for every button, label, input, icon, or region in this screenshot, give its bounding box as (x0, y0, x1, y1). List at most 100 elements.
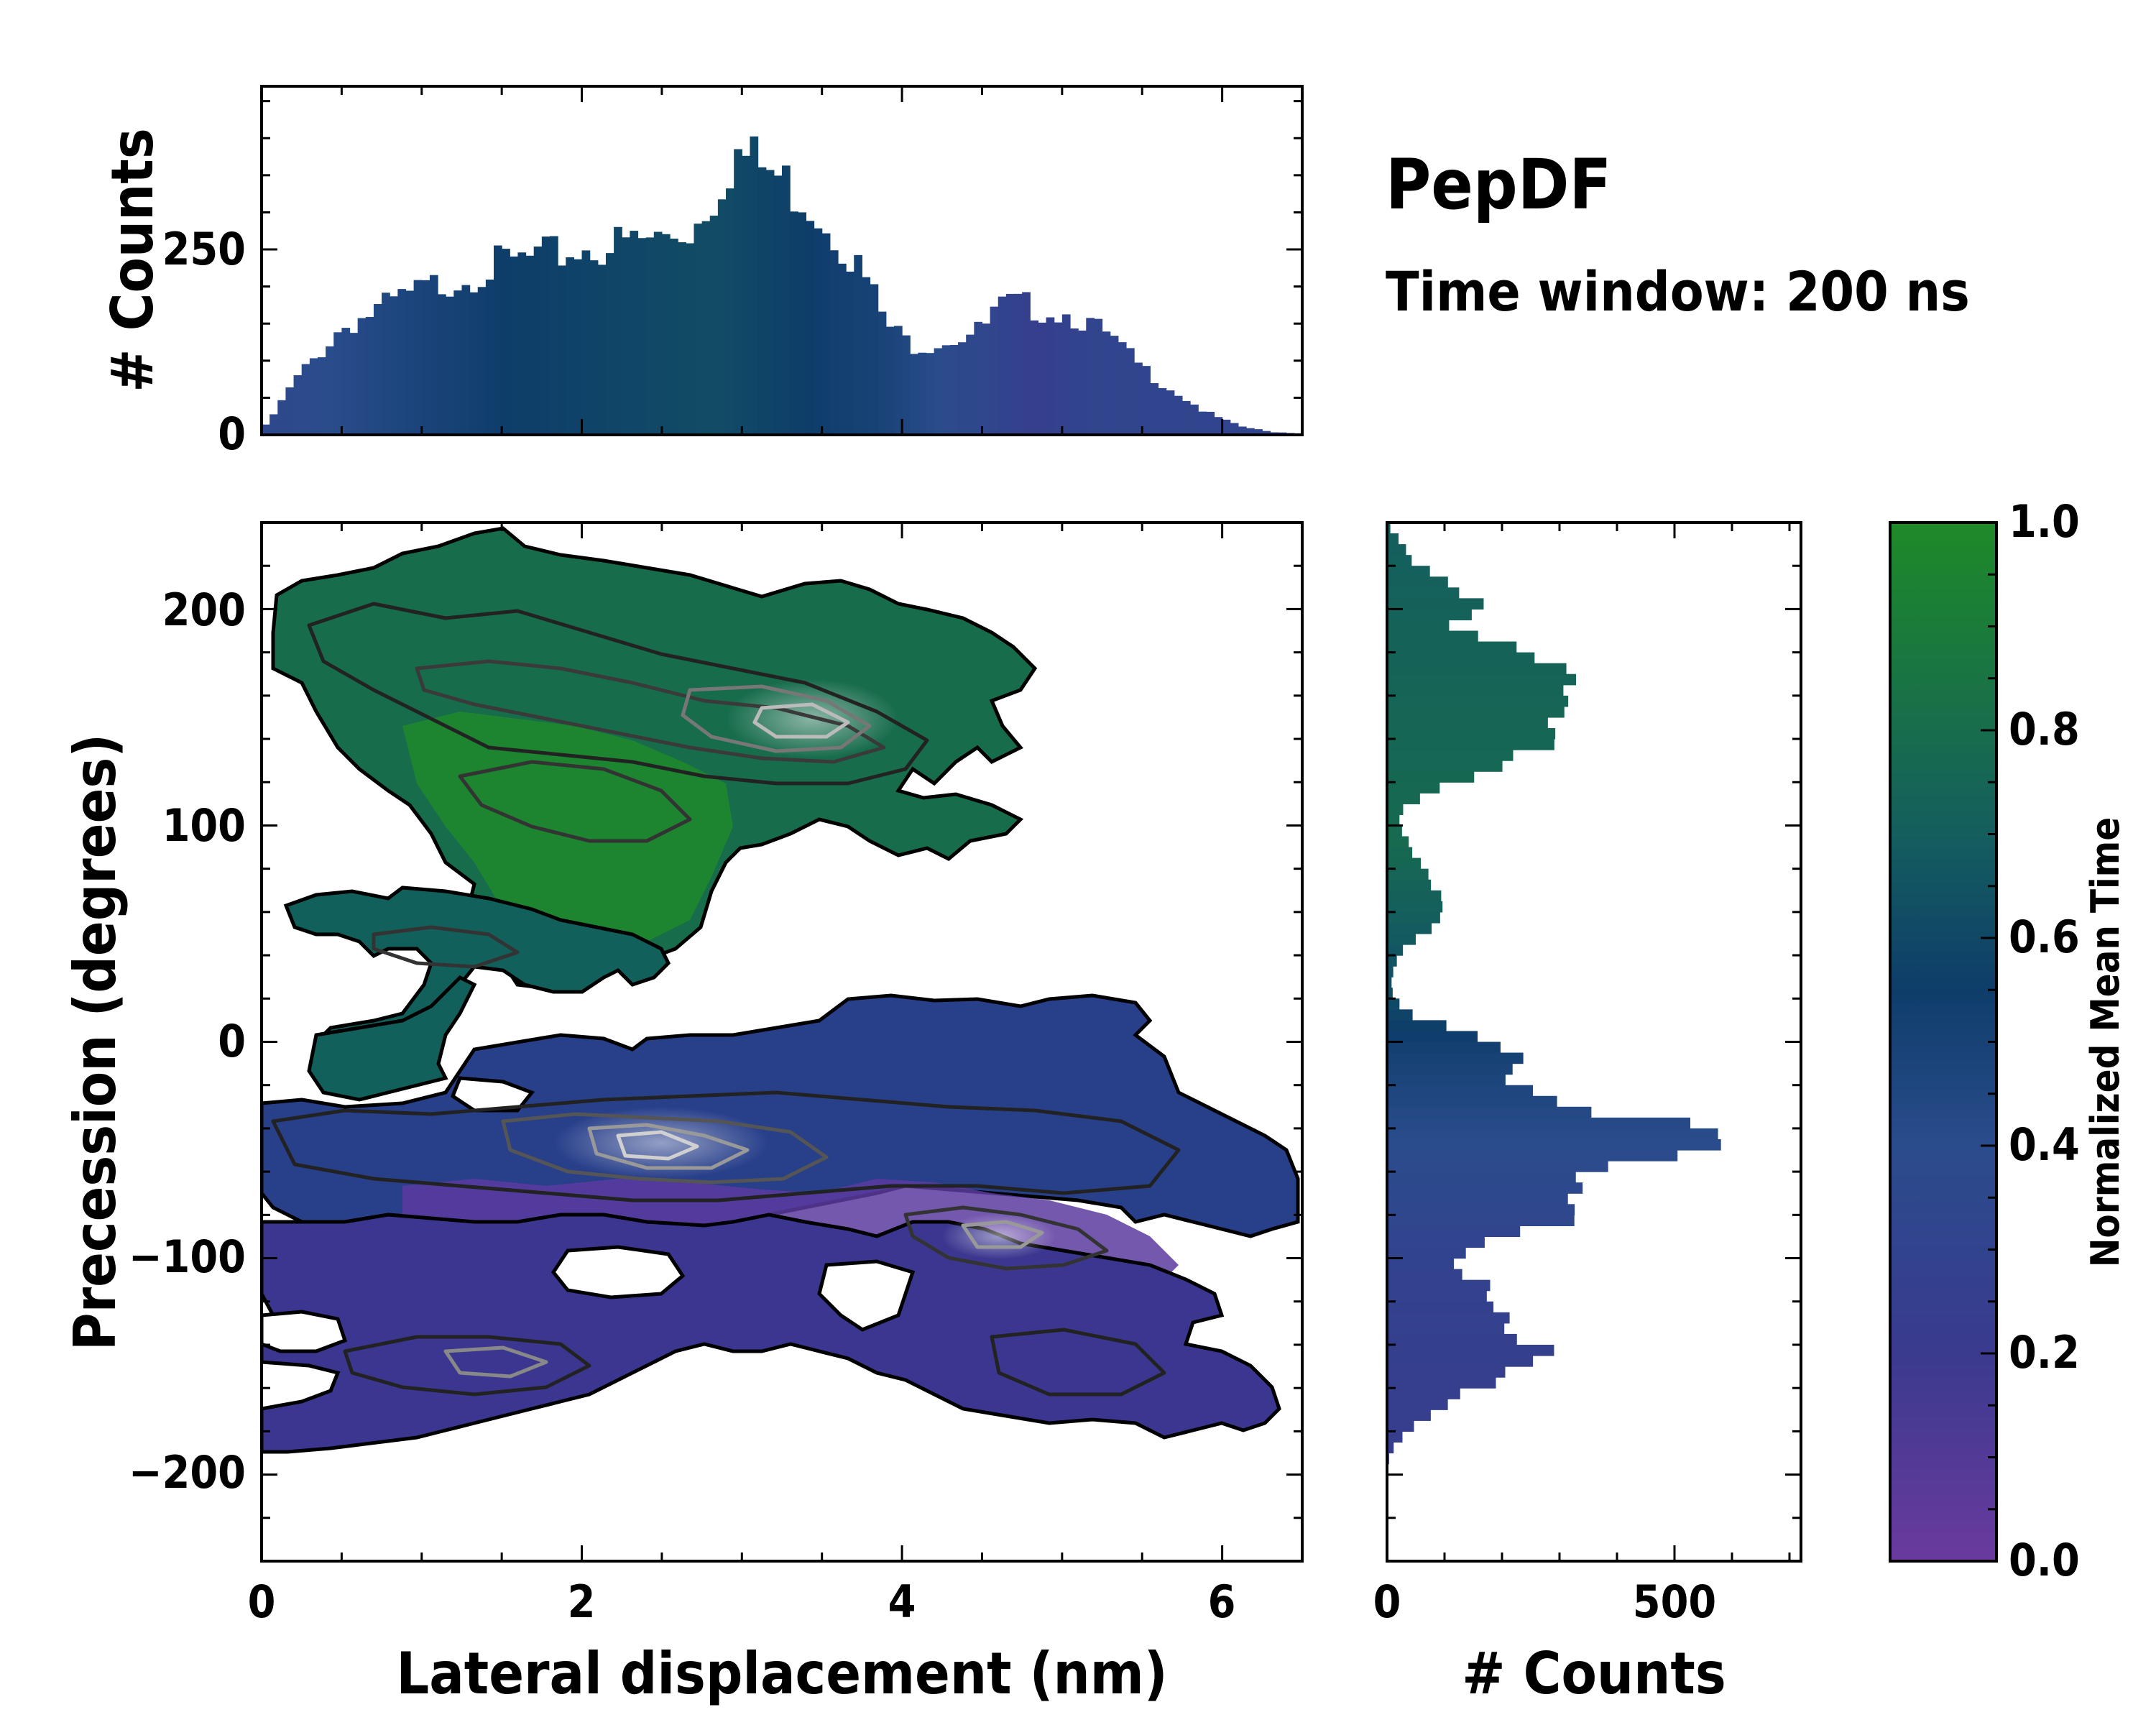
top-histogram-bar (533, 246, 543, 435)
top-histogram-bar (494, 245, 502, 435)
colorbar: 1.0 0.8 0.6 0.4 0.2 0.0 Normalized Mean … (1889, 495, 2128, 1586)
contour-bottom-inner (443, 1346, 548, 1379)
right-histogram-bar (1387, 1388, 1460, 1399)
top-histogram-bar (701, 221, 711, 435)
top-histogram-bar (773, 175, 783, 435)
top-histogram-bar (270, 414, 278, 435)
right-histogram-bar (1387, 1409, 1431, 1421)
top-histogram-bar (566, 257, 574, 435)
top-histogram-bar (1069, 328, 1079, 435)
top-histogram-bar (934, 348, 943, 435)
top-histogram-bar (885, 326, 895, 435)
top-histogram-bar (1134, 362, 1143, 435)
main-heatmap-ticks (260, 521, 1304, 1563)
top-histogram-bar (1214, 417, 1223, 435)
colorbar-label: Normalized Mean Time (2083, 817, 2128, 1268)
chart-subtitle: Time window: 200 ns (1386, 259, 1970, 323)
right-histogram-bar (1387, 641, 1517, 653)
right-histogram-bar (1387, 1366, 1506, 1378)
right-histogram-bar (1387, 1041, 1501, 1054)
top-histogram-bar (829, 250, 839, 435)
colorbar-tick-0.0: 0.0 (2009, 1534, 2080, 1586)
right-histogram-bar (1387, 911, 1440, 924)
colorbar-tick-0.6: 0.6 (2009, 911, 2080, 963)
right-histogram-bar (1387, 1182, 1583, 1194)
main-ytick-0: 0 (218, 1015, 246, 1067)
top-histogram-bar (1086, 318, 1095, 435)
right-histogram-bar (1387, 1193, 1568, 1205)
top-histogram-bar (382, 293, 390, 435)
top-histogram-bar (806, 221, 815, 435)
right-histogram-bar (1387, 598, 1484, 610)
right-histogram-bar (1387, 1161, 1608, 1172)
contour-upper-mid (415, 659, 886, 764)
top-histogram-bar (1190, 404, 1199, 435)
top-histogram-bar (1254, 429, 1263, 435)
right-histogram-bar (1387, 868, 1429, 880)
top-histogram-bar (742, 155, 751, 436)
right-histogram-bar (1387, 1344, 1554, 1356)
main-ytick-minus200: −200 (129, 1446, 246, 1499)
right-histogram-bar (1387, 1420, 1414, 1432)
right-histogram: 0 500 # Counts (1373, 521, 1802, 1707)
top-histogram-bar (317, 357, 326, 435)
top-histogram-bar (661, 234, 671, 435)
top-histogram-bar (726, 188, 734, 435)
top-histogram-bar (910, 354, 918, 435)
top-histogram-bar (798, 212, 807, 435)
top-histogram-bar (373, 303, 382, 435)
top-histogram-bar (1038, 322, 1047, 435)
right-histogram-bar (1387, 684, 1564, 696)
main-xtick-0: 0 (248, 1576, 276, 1628)
right-histogram-bar (1387, 771, 1475, 783)
top-histogram-bar (1198, 411, 1207, 435)
top-histogram-bar (637, 238, 647, 435)
right-histogram-bar (1387, 652, 1535, 664)
right-histogram-bar (1387, 1225, 1521, 1238)
top-histogram-bar (1174, 395, 1183, 435)
colorbar-ticks (1981, 521, 1996, 1563)
top-histogram-bar (678, 242, 686, 435)
right-histogram-bar (1387, 609, 1472, 621)
top-histogram-bar (502, 249, 510, 435)
right-histogram-bar (1387, 1269, 1462, 1281)
top-histogram-bar (966, 334, 975, 435)
main-heatmap: 200 100 0 −100 −200 0 2 4 6 Lateral disp… (62, 521, 1304, 1707)
top-histogram-bar (597, 264, 607, 435)
top-histogram-bar (438, 294, 446, 435)
right-histogram-xlabel: # Counts (1462, 1640, 1726, 1707)
top-histogram-bar (717, 199, 727, 435)
top-histogram-bar (782, 165, 791, 436)
right-histogram-bar (1387, 717, 1548, 729)
hole-3 (450, 1076, 535, 1113)
top-histogram-bar (1046, 317, 1055, 435)
right-histogram-bar (1387, 1279, 1491, 1292)
right-histogram-bar (1387, 750, 1514, 761)
top-histogram-bar (837, 263, 847, 435)
right-histogram-bar (1387, 620, 1450, 632)
hole-4 (262, 1310, 348, 1353)
contour-upper-inner (681, 684, 872, 753)
right-xtick-0: 0 (1373, 1576, 1401, 1628)
contour-violet-inner (961, 1220, 1044, 1249)
top-histogram-ticks (260, 86, 1304, 436)
top-histogram: 250 0 # Counts (99, 85, 1304, 460)
right-histogram-bar (1387, 847, 1413, 859)
top-histogram-bar (510, 256, 519, 435)
right-histogram-bar (1387, 630, 1478, 643)
colorbar-tick-0.4: 0.4 (2009, 1118, 2080, 1171)
main-ytick-100: 100 (162, 799, 246, 852)
top-histogram-bar (790, 211, 798, 435)
top-histogram-bar (854, 254, 862, 435)
top-histogram-bar (469, 292, 479, 435)
contour-lower-outer (271, 1090, 1181, 1202)
top-histogram-bar (814, 228, 823, 435)
top-histogram-bar (517, 252, 527, 435)
top-histogram-bar (893, 326, 903, 435)
top-histogram-bar (301, 364, 310, 435)
main-xtick-2: 2 (568, 1576, 596, 1628)
top-histogram-bar (998, 296, 1007, 435)
chart-title: PepDF (1386, 144, 1611, 225)
right-histogram-bar (1387, 814, 1400, 827)
